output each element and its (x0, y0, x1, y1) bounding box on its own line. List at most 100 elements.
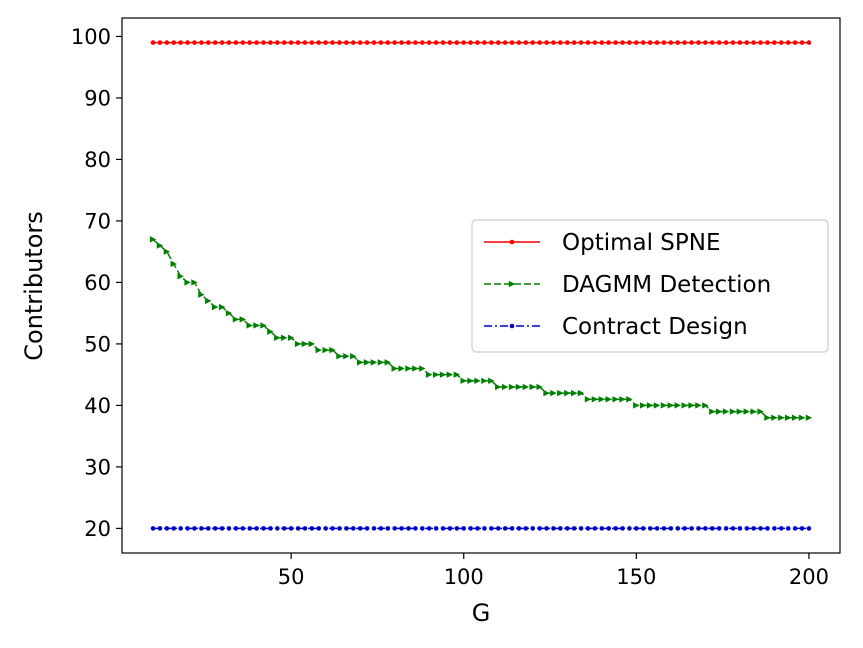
data-point (696, 526, 701, 531)
y-axis-title: Contributors (20, 211, 48, 361)
series-contract-design (150, 526, 812, 531)
data-point (571, 526, 577, 531)
data-point (149, 236, 157, 243)
data-point (171, 526, 177, 531)
data-point (530, 526, 536, 531)
data-point (447, 40, 453, 45)
data-point (806, 40, 812, 45)
data-point (723, 526, 729, 531)
data-point (509, 526, 515, 531)
data-point (654, 40, 660, 45)
data-point (336, 353, 343, 360)
legend-marker (509, 239, 515, 245)
data-point (385, 40, 391, 45)
data-point (488, 377, 495, 385)
data-point (433, 40, 439, 45)
data-point (689, 526, 694, 531)
data-point (413, 40, 418, 45)
y-tick-label: 90 (84, 86, 111, 110)
data-point (751, 40, 757, 45)
data-point (744, 526, 750, 531)
data-point (772, 526, 777, 531)
data-point (799, 526, 805, 531)
data-point (646, 402, 654, 409)
data-point (406, 40, 411, 45)
data-point (501, 383, 509, 391)
data-point (522, 383, 530, 391)
data-point (398, 365, 405, 372)
data-point (791, 414, 799, 421)
data-point (157, 526, 163, 531)
data-point (585, 40, 591, 45)
data-point (281, 526, 287, 531)
data-point (703, 40, 708, 45)
data-point (626, 396, 633, 403)
data-point (240, 526, 246, 531)
data-point (392, 526, 398, 531)
data-point (495, 526, 501, 531)
data-point (599, 40, 605, 45)
data-point (529, 383, 536, 391)
data-point (723, 40, 729, 45)
data-point (606, 526, 612, 531)
data-point (281, 40, 287, 45)
data-point (571, 389, 578, 397)
data-point (495, 383, 502, 391)
data-point (703, 526, 708, 531)
data-point (212, 526, 218, 531)
data-point (730, 526, 736, 531)
y-tick-label: 20 (84, 517, 111, 541)
data-point (157, 40, 163, 45)
data-point (502, 40, 508, 45)
data-point (357, 40, 363, 45)
data-point (178, 526, 183, 531)
data-point (226, 40, 232, 45)
data-point (323, 526, 328, 531)
data-point (322, 346, 329, 354)
data-point (661, 526, 667, 531)
data-point (212, 303, 219, 311)
data-point (772, 40, 777, 45)
data-point (633, 402, 640, 409)
data-point (592, 40, 598, 45)
data-point (446, 371, 454, 378)
y-tick-label: 100 (71, 25, 111, 49)
data-point (399, 40, 404, 45)
data-point (695, 402, 702, 409)
data-point (696, 40, 701, 45)
data-point (295, 40, 301, 45)
data-point (627, 526, 632, 531)
data-point (302, 526, 308, 531)
data-point (537, 526, 542, 531)
data-point (571, 40, 577, 45)
y-tick-label: 30 (84, 455, 111, 479)
data-point (184, 279, 191, 286)
data-point (620, 40, 625, 45)
data-point (330, 526, 335, 531)
data-point (267, 328, 274, 335)
data-point (805, 414, 813, 421)
data-point (391, 365, 398, 372)
data-point (474, 377, 481, 385)
data-point (557, 389, 564, 397)
data-point (750, 408, 757, 415)
data-point (709, 526, 715, 531)
data-point (660, 402, 668, 409)
data-point (640, 526, 646, 531)
x-tick-label: 50 (278, 565, 305, 589)
data-point (468, 526, 473, 531)
legend-entry-contract-design: Contract Design (484, 314, 748, 340)
data-point (177, 273, 184, 280)
data-point (453, 371, 461, 378)
data-point (634, 526, 639, 531)
data-point (350, 526, 356, 531)
data-point (344, 526, 349, 531)
legend-entry-optimal-spne: Optimal SPNE (484, 230, 721, 256)
data-point (377, 359, 385, 366)
series-optimal-spne (150, 40, 812, 45)
data-point (612, 396, 619, 403)
data-point (384, 359, 391, 366)
data-point (294, 340, 302, 348)
data-point (530, 40, 536, 45)
